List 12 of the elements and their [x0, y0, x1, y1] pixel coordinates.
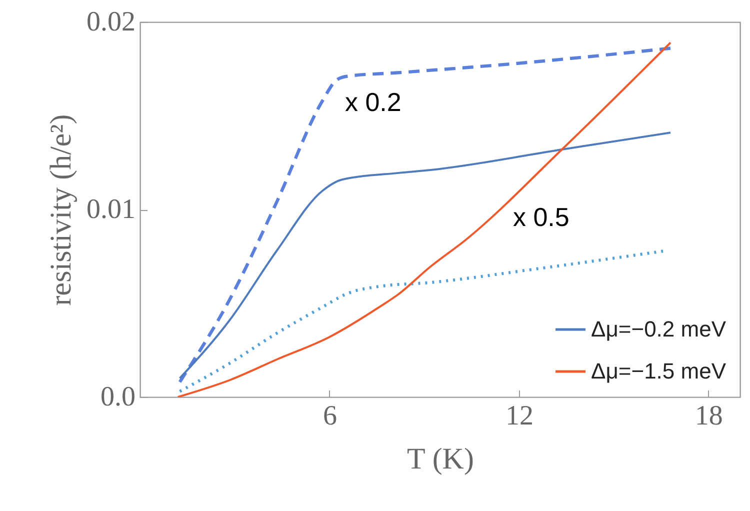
annotation: x 0.5: [513, 202, 570, 232]
annotation: x 0.2: [345, 87, 402, 117]
y-tick-label: 0.02: [86, 6, 136, 38]
x-tick-label: 18: [694, 400, 723, 432]
y-tick-label: 0.01: [86, 194, 136, 225]
y-tick-label: 0.0: [100, 382, 136, 412]
x-tick-label: 12: [505, 400, 534, 432]
legend-label: Δμ=−0.2 meV: [591, 316, 726, 342]
x-axis-title: T (K): [407, 442, 474, 476]
y-axis-title: resistivity (h/e²): [44, 114, 78, 306]
x-tick-label: 6: [322, 400, 337, 432]
legend-label: Δμ=−1.5 meV: [591, 358, 726, 384]
